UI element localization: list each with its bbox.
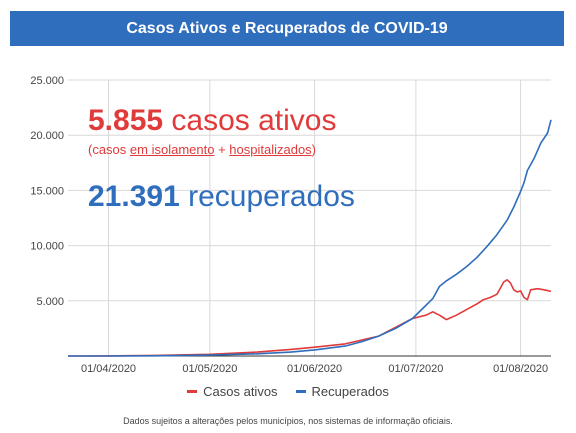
active-note-plus: + [214,142,230,157]
x-tick-label: 01/06/2020 [287,363,342,375]
series-line-active [67,279,552,357]
y-tick-label: 20.000 [30,130,64,142]
x-tick-label: 01/08/2020 [493,363,548,375]
active-cases-note: (casos em isolamento + hospitalizados) [88,142,316,157]
y-tick-label: 25.000 [30,75,64,87]
y-tick-label: 15.000 [30,185,64,197]
active-cases-text: casos ativos [171,104,337,137]
legend-label-recovered: Recuperados [311,384,389,399]
x-tick-label: 01/07/2020 [388,363,443,375]
active-note-hospitalized: hospitalizados [229,142,312,157]
active-note-close: ) [311,142,317,157]
chart-title-bar: Casos Ativos e Recuperados de COVID-19 [10,11,564,46]
active-cases-highlight: 5.855 casos ativos [88,104,337,138]
x-tick-label: 01/05/2020 [182,363,237,375]
recovered-text: recuperados [188,180,355,213]
active-note-isolation: em isolamento [129,142,215,157]
chart-title: Casos Ativos e Recuperados de COVID-19 [126,19,448,37]
legend-label-active: Casos ativos [203,384,278,399]
footnote: Dados sujeitos a alterações pelos municí… [123,416,453,426]
active-cases-value: 5.855 [88,104,164,137]
legend-item-recovered: Recuperados [295,384,389,399]
y-tick-label: 10.000 [30,241,64,253]
legend-item-active: Casos ativos [187,384,278,399]
active-note-open: (casos [88,142,130,157]
recovered-highlight: 21.391 recuperados [88,180,355,214]
y-tick-label: 5.000 [36,296,64,308]
series-line-recovered [68,119,552,357]
legend-swatch-active [187,390,198,393]
x-tick-label: 01/04/2020 [81,363,136,375]
chart-legend: Casos ativos Recuperados [0,384,576,399]
legend-swatch-recovered [295,390,306,393]
recovered-value: 21.391 [88,180,180,213]
